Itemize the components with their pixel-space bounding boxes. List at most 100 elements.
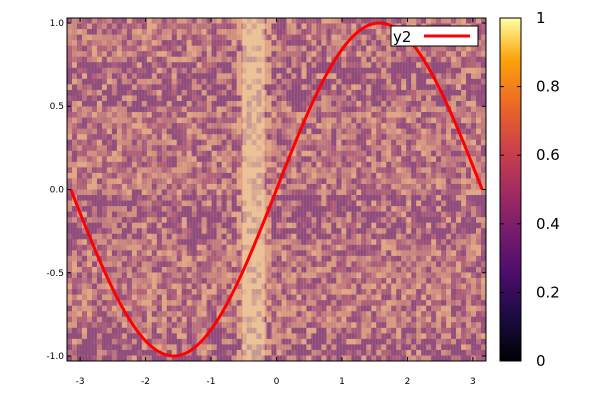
heatmap-cell [286,211,292,218]
heatmap-cell [341,289,347,296]
heatmap-cell [296,300,302,307]
heatmap-cell [471,311,477,318]
heatmap-cell [356,84,362,91]
heatmap-cell [451,261,457,268]
heatmap-cell [146,327,153,334]
heatmap-cell [281,139,287,146]
heatmap-cell [376,195,382,201]
heatmap-cell [201,338,208,345]
heatmap-cell [391,89,397,96]
heatmap-cell [151,40,158,47]
heatmap-cell [471,206,477,213]
heatmap-cell [141,250,148,257]
heatmap-cell [341,106,347,113]
heatmap-cell [181,178,188,185]
heatmap-cell [481,112,486,118]
heatmap-cell [101,73,108,80]
heatmap-cell [276,167,282,174]
heatmap-cell [196,305,203,312]
heatmap-cell [341,189,347,196]
heatmap-cell [101,250,108,257]
heatmap-cell [316,228,322,235]
heatmap-cell [451,56,457,63]
heatmap-cell [346,117,352,124]
heatmap-cell [471,18,477,24]
heatmap-cell [426,200,432,207]
heatmap-cell [201,45,208,52]
heatmap-cell [281,112,287,118]
heatmap-cell [331,228,337,235]
heatmap-cell [361,211,367,218]
heatmap-cell [386,29,392,35]
heatmap-cell [276,261,282,268]
heatmap-cell [236,150,242,157]
heatmap-cell [96,156,103,163]
heatmap-cell [331,34,337,41]
heatmap-cell [206,183,213,190]
heatmap-cell [276,78,282,85]
heatmap-cell [361,266,367,273]
heatmap-cell [211,34,218,41]
heatmap-cell [111,305,118,312]
heatmap-cell [176,51,183,58]
heatmap-cell [421,100,427,107]
heatmap-cell [401,139,407,146]
heatmap-cell [206,84,213,91]
heatmap-cell [86,106,93,113]
heatmap-cell [156,73,163,80]
heatmap-cell [471,56,477,63]
heatmap-cell [341,261,347,268]
heatmap-cell [376,266,382,273]
heatmap-cell [301,272,307,279]
heatmap-cell [306,134,312,141]
heatmap-cell [196,106,203,113]
heatmap-cell [456,272,462,279]
heatmap-cell [286,172,292,179]
heatmap-cell [351,73,357,80]
heatmap-cell [161,250,168,257]
heatmap-cell [166,161,173,168]
heatmap-cell [216,206,223,213]
heatmap-cell [226,84,233,91]
heatmap-cell [86,250,93,257]
heatmap-cell [186,134,193,141]
heatmap-cell [386,18,392,24]
heatmap-cell [316,305,322,312]
heatmap-cell [331,67,337,74]
heatmap-cell [296,228,302,235]
heatmap-cell [67,139,73,146]
heatmap-cell [416,338,422,345]
heatmap-cell [146,67,153,74]
heatmap-cell [161,206,168,213]
heatmap-cell [476,150,482,157]
heatmap-cell [181,123,188,130]
heatmap-cell [461,67,467,74]
heatmap-cell [286,23,292,30]
heatmap-cell [71,45,78,52]
heatmap-cell [81,40,88,47]
heatmap-cell [76,217,83,224]
heatmap-cell [346,327,352,334]
heatmap-cell [101,100,108,107]
heatmap-cell [276,40,282,47]
heatmap-cell [441,123,447,130]
heatmap-cell [271,123,277,130]
heatmap-cell [67,34,73,41]
heatmap-cell [476,255,482,262]
heatmap-cell [296,34,302,41]
heatmap-cell [441,89,447,96]
heatmap-cell [201,217,208,224]
heatmap-cell [421,67,427,74]
heatmap-cell [466,233,472,240]
heatmap-cell [306,45,312,52]
heatmap-cell [86,261,93,268]
heatmap-cell [341,84,347,91]
heatmap-cell [146,195,153,201]
heatmap-cell [126,333,133,340]
heatmap-cell [426,95,432,102]
heatmap-cell [411,228,417,235]
heatmap-cell [301,200,307,207]
heatmap-cell [231,150,237,157]
heatmap-cell [351,289,357,296]
heatmap-cell [226,322,233,329]
